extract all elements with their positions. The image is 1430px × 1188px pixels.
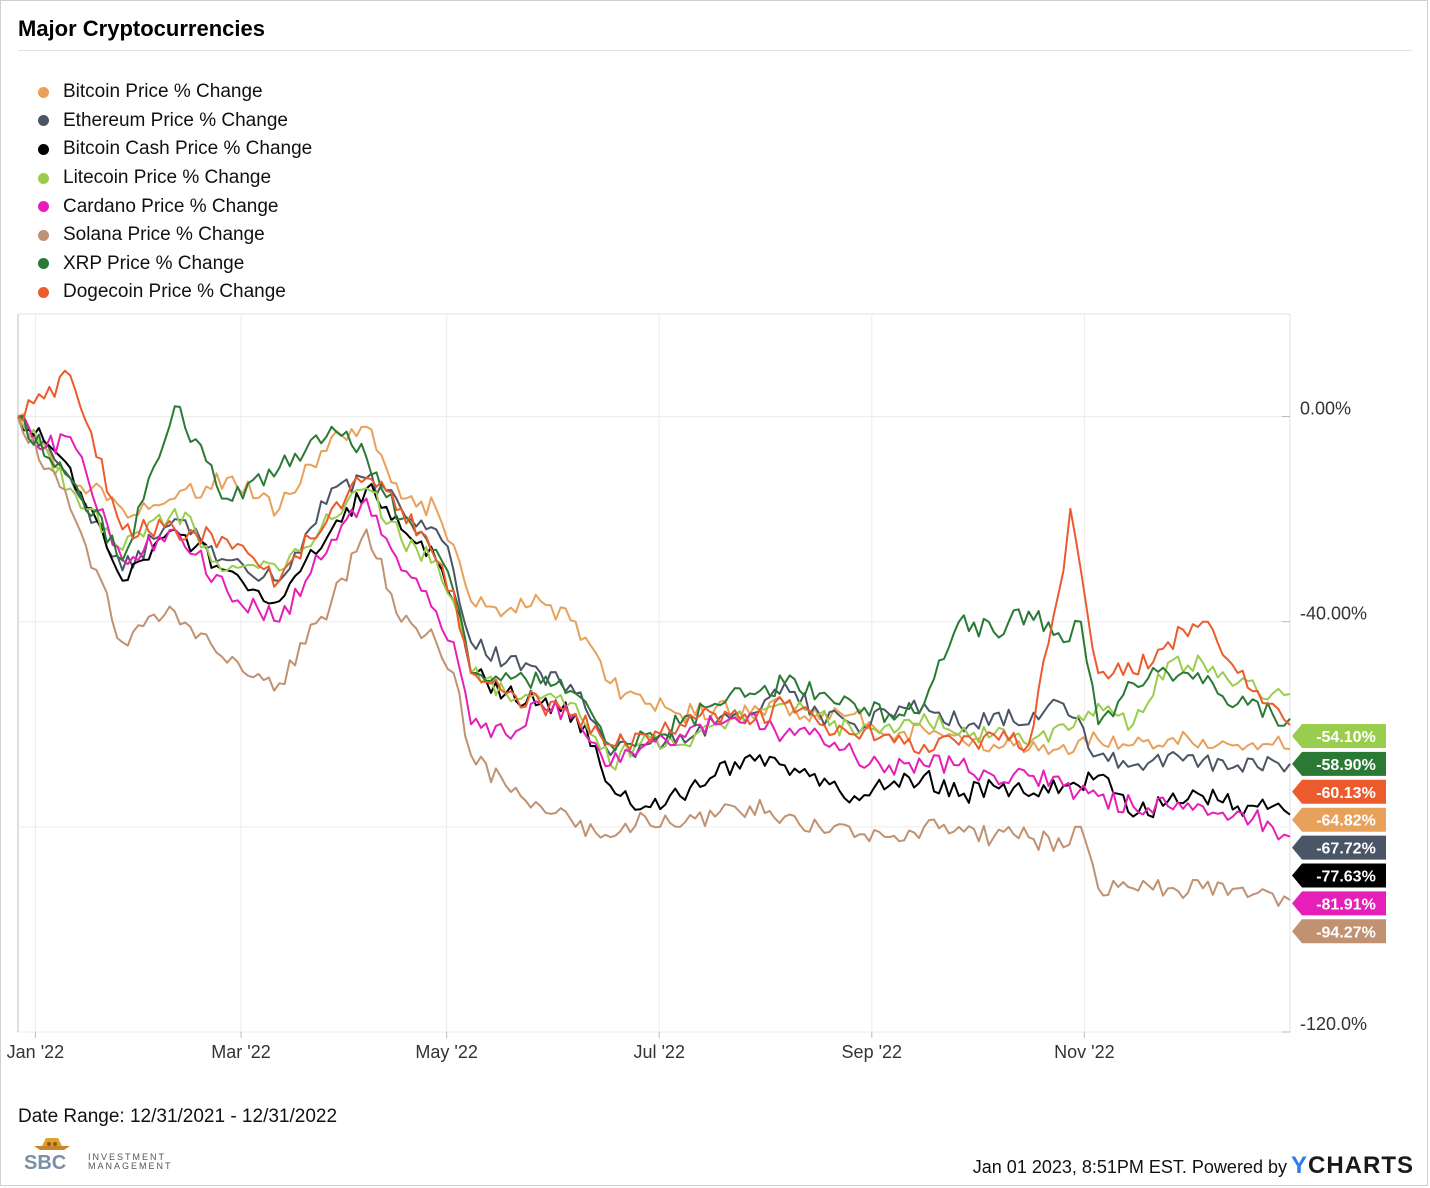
x-tick-label: May '22 [415, 1042, 477, 1062]
end-value-tag-bg [1292, 891, 1386, 916]
ycharts-logo-y: Y [1290, 1152, 1308, 1179]
end-value-label: -64.82% [1316, 813, 1376, 830]
end-value-tag: -81.91% [1292, 891, 1386, 916]
end-value-tag-bg [1292, 835, 1386, 860]
series-line[interactable] [17, 416, 1291, 819]
end-value-tag: -94.27% [1292, 919, 1386, 944]
legend-label: XRP Price % Change [63, 252, 245, 274]
legend-label: Ethereum Price % Change [63, 109, 288, 131]
end-value-tag: -54.10% [1292, 724, 1386, 748]
legend-label: Bitcoin Price % Change [63, 81, 263, 103]
end-value-tag-bg [1292, 807, 1386, 832]
logo-mark: SBC [24, 1152, 66, 1172]
legend-marker [38, 258, 49, 270]
owl-icon [34, 1138, 70, 1150]
date-range: Date Range: 12/31/2021 - 12/31/2022 [18, 1106, 338, 1127]
x-tick-label: Jan '22 [7, 1042, 64, 1062]
footer: Jan 01 2023, 8:51PM EST. Powered by YCHA… [973, 1152, 1414, 1180]
footer-timestamp: Jan 01 2023, 8:51PM EST. Powered by [972, 1157, 1287, 1177]
legend-marker [38, 115, 49, 127]
y-tick-label: -40.00% [1300, 604, 1367, 624]
end-value-label: -77.63% [1316, 869, 1376, 886]
legend-marker [38, 286, 49, 298]
series-line[interactable] [17, 415, 1291, 841]
series-line[interactable] [17, 415, 1291, 773]
legend-label: Litecoin Price % Change [63, 167, 272, 189]
legend-item[interactable]: Ethereum Price % Change [38, 107, 312, 136]
end-value-tag: -77.63% [1292, 863, 1386, 888]
end-value-label: -67.72% [1316, 841, 1376, 858]
series-line[interactable] [17, 413, 1291, 756]
legend: Bitcoin Price % Change Ethereum Price % C… [38, 78, 312, 307]
logo-line2: MANAGEMENT [88, 1161, 173, 1171]
legend-marker [38, 86, 49, 98]
y-tick-label: 0.00% [1300, 399, 1351, 419]
x-tick-label: Jul '22 [633, 1042, 684, 1062]
end-value-tag-bg [1292, 919, 1386, 944]
sbc-logo: SBC INVESTMENT MANAGEMENT [24, 1138, 173, 1172]
legend-label: Bitcoin Cash Price % Change [63, 138, 313, 160]
series-line[interactable] [17, 369, 1291, 755]
legend-item[interactable]: Litecoin Price % Change [38, 164, 312, 193]
legend-marker [38, 201, 49, 213]
ycharts-logo[interactable]: YCHARTS [1291, 1152, 1414, 1180]
legend-label: Solana Price % Change [63, 224, 265, 246]
series-line[interactable] [17, 416, 1291, 771]
end-value-tag: -64.82% [1292, 807, 1386, 832]
legend-marker [38, 143, 49, 155]
end-value-label: -60.13% [1316, 785, 1376, 802]
legend-item[interactable]: Bitcoin Cash Price % Change [38, 135, 312, 164]
end-value-tag-bg [1292, 724, 1386, 748]
legend-item[interactable]: Solana Price % Change [38, 221, 312, 250]
series-line[interactable] [17, 416, 1291, 907]
legend-marker [38, 172, 49, 184]
end-value-label: -94.27% [1316, 924, 1376, 941]
legend-item[interactable]: Dogecoin Price % Change [38, 278, 312, 307]
end-value-tag: -60.13% [1292, 779, 1386, 804]
legend-item[interactable]: Bitcoin Price % Change [38, 78, 312, 107]
end-value-tag: -58.90% [1292, 751, 1386, 776]
legend-item[interactable]: Cardano Price % Change [38, 192, 312, 221]
x-tick-label: Nov '22 [1054, 1042, 1114, 1062]
legend-label: Dogecoin Price % Change [63, 281, 286, 303]
end-value-tag-bg [1292, 863, 1386, 888]
end-value-tag-bg [1292, 751, 1386, 776]
logo-line1: INVESTMENT [88, 1152, 166, 1162]
end-value-tag-bg [1292, 779, 1386, 804]
legend-label: Cardano Price % Change [63, 195, 279, 217]
legend-marker [38, 229, 49, 241]
end-value-label: -81.91% [1316, 896, 1376, 913]
x-tick-label: Sep '22 [842, 1042, 903, 1062]
title-divider [18, 50, 1412, 51]
end-value-label: -54.10% [1316, 729, 1376, 746]
ycharts-logo-rest: CHARTS [1308, 1152, 1414, 1179]
chart-title: Major Cryptocurrencies [18, 16, 265, 41]
legend-item[interactable]: XRP Price % Change [38, 250, 312, 279]
x-tick-label: Mar '22 [211, 1042, 270, 1062]
end-value-label: -58.90% [1316, 757, 1376, 774]
end-value-tag: -67.72% [1292, 835, 1386, 860]
y-tick-label: -120.0% [1300, 1014, 1367, 1034]
